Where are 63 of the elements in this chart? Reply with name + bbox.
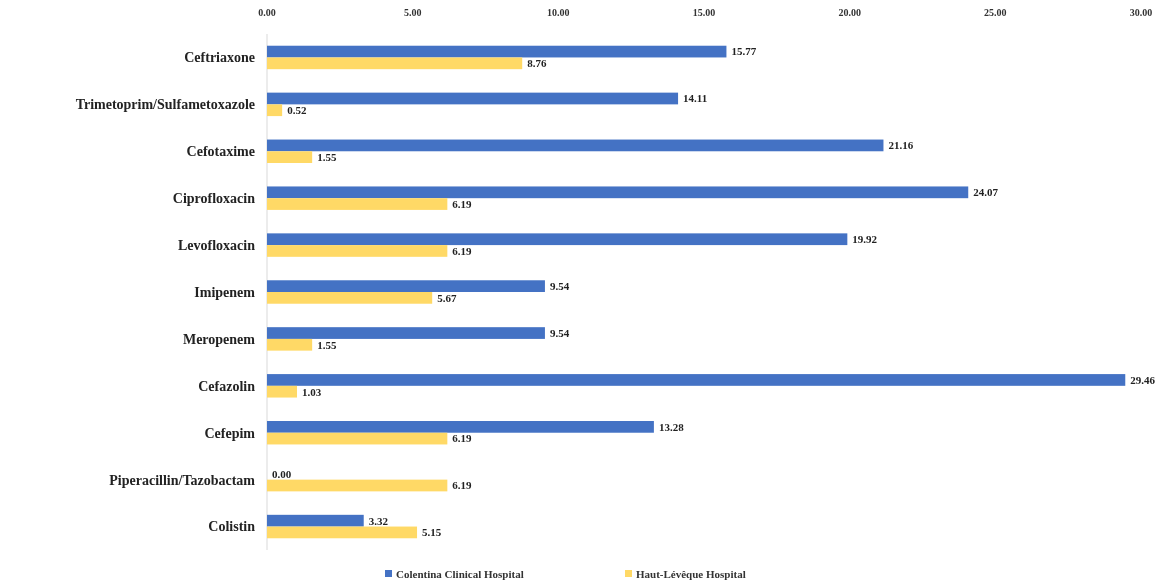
- data-label: 21.16: [888, 139, 914, 152]
- data-label: 1.55: [317, 338, 337, 351]
- bar: [267, 421, 654, 433]
- legend-label: Haut-Lévêque Hospital: [636, 567, 746, 580]
- bar: [267, 151, 313, 163]
- data-label: 6.19: [452, 197, 473, 210]
- y-tick-label: Cefazolin: [198, 378, 256, 394]
- x-tick-label: 20.00: [838, 7, 861, 18]
- data-label: 0.00: [272, 467, 292, 480]
- data-label: 9.54: [549, 326, 570, 339]
- data-label: 6.19: [452, 479, 473, 492]
- y-tick-label: Levofloxacin: [178, 237, 256, 253]
- y-tick-label: Cefotaxime: [186, 144, 255, 160]
- bar: [267, 45, 727, 58]
- x-tick-label: 0.00: [258, 7, 276, 18]
- x-tick-label: 5.00: [403, 7, 422, 18]
- x-tick-label: 15.00: [692, 7, 716, 18]
- bar: [267, 92, 679, 105]
- y-tick-label: Colistin: [208, 519, 256, 535]
- data-label: 24.07: [973, 186, 999, 199]
- data-label: 15.77: [731, 45, 757, 58]
- bar: [267, 514, 364, 527]
- x-tick-label: 25.00: [984, 7, 1007, 18]
- bar: [267, 57, 523, 70]
- bar: [267, 292, 433, 304]
- y-tick-label: Meropenem: [182, 331, 256, 347]
- data-label: 19.92: [852, 233, 878, 246]
- y-tick-label: Cefepim: [204, 425, 256, 441]
- y-tick-label: Trimetoprim/Sulfametoxazole: [75, 97, 255, 113]
- y-tick-label: Imipenem: [194, 284, 256, 300]
- y-tick-label: Ceftriaxone: [184, 50, 255, 66]
- data-label: 3.32: [368, 514, 389, 527]
- data-label: 0.52: [287, 104, 307, 117]
- data-label: 5.67: [437, 291, 457, 304]
- data-label: 5.15: [422, 526, 442, 539]
- bar: [267, 245, 448, 257]
- bar: [267, 104, 283, 117]
- data-label: 1.55: [317, 150, 337, 163]
- data-label: 6.19: [452, 432, 473, 445]
- x-tick-label: 10.00: [547, 7, 570, 18]
- data-label: 9.54: [549, 279, 570, 292]
- data-label: 13.28: [658, 420, 685, 433]
- x-tick-label: 30.00: [1129, 7, 1153, 18]
- bar: [267, 385, 298, 398]
- bar: [267, 479, 448, 492]
- data-label: 29.46: [1130, 373, 1156, 386]
- bar: [267, 186, 969, 199]
- bar: [267, 139, 884, 152]
- y-tick-label: Piperacillin/Tazobactam: [109, 472, 256, 488]
- bar: [267, 327, 545, 339]
- legend-label: Colentina Clinical Hospital: [396, 567, 524, 580]
- data-label: 6.19: [452, 244, 473, 257]
- bar: [267, 198, 448, 210]
- y-tick-label: Ciprofloxacin: [172, 191, 256, 207]
- bar: [267, 280, 545, 292]
- bar: [267, 233, 848, 246]
- bar: [267, 374, 1126, 386]
- bar: [267, 338, 313, 351]
- data-label: 1.03: [302, 385, 322, 398]
- bar: [267, 432, 448, 445]
- data-label: 14.11: [683, 92, 708, 105]
- data-label: 8.76: [527, 57, 547, 70]
- bar: [267, 526, 418, 539]
